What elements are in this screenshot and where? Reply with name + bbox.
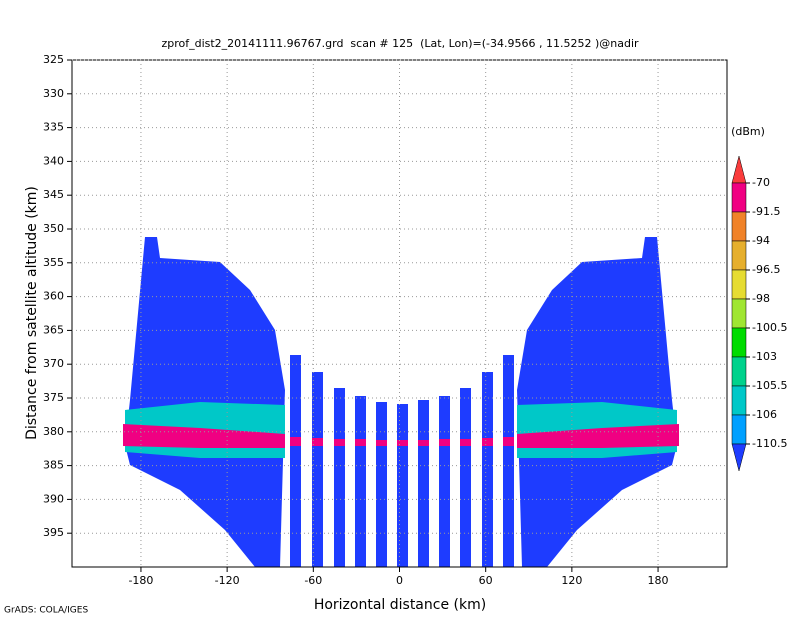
y-tick-label: 330 [43,87,64,100]
x-tick-label: -120 [215,574,240,587]
y-tick-label: 355 [43,256,64,269]
colorbar-tick-label: -98 [752,292,770,305]
x-tick-label: 180 [648,574,669,587]
colorbar-box [731,356,747,387]
colorbar-tick-label: -94 [752,234,770,247]
colorbar-box [731,182,747,213]
colorbar-box [731,414,747,445]
colorbar-box [731,298,747,329]
chart-title: zprof_dist2_20141111.96767.grd scan # 12… [161,37,639,50]
field-band [123,424,285,448]
colorbar-triangle [731,155,747,184]
colorbar-tick-label: -103 [752,350,777,363]
y-axis-label: Distance from satellite altitude (km) [24,186,40,440]
x-axis-label: Horizontal distance (km) [314,597,486,613]
colorbar-label: (dBm) [731,125,765,138]
y-tick-label: 340 [43,154,64,167]
footer: GrADS: COLA/IGES [4,606,88,616]
x-tick-label: -60 [304,574,322,587]
x-tick-label: -180 [128,574,153,587]
y-tick-label: 360 [43,290,64,303]
colorbar-tick-label: -105.5 [752,379,787,392]
colorbar-tick-label: -70 [752,176,770,189]
colorbar-tick-label: -106 [752,408,777,421]
y-tick-label: 395 [43,526,64,539]
y-tick-label: 350 [43,222,64,235]
y-tick-label: 380 [43,425,64,438]
colorbar-tick-label: -96.5 [752,263,780,276]
field-region [517,237,677,567]
y-tick-label: 345 [43,188,64,201]
x-tick-label: 0 [396,574,403,587]
y-tick-label: 390 [43,492,64,505]
colorbar-box [731,269,747,300]
field-stripes [290,355,514,567]
field-band [517,424,679,448]
colorbar-tick-label: -100.5 [752,321,787,334]
colorbar-box [731,385,747,416]
y-tick-label: 385 [43,459,64,472]
field-region [125,237,285,567]
colorbar-tick-label: -91.5 [752,205,780,218]
field [123,237,679,567]
field-band-stripes [290,437,514,446]
y-tick-label: 375 [43,391,64,404]
colorbar-box [731,327,747,358]
y-tick-label: 325 [43,53,64,66]
y-tick-label: 335 [43,121,64,134]
colorbar-triangle [731,443,747,472]
colorbar-box [731,240,747,271]
colorbar-box [731,211,747,242]
y-tick-label: 370 [43,357,64,370]
colorbar-tick-label: -110.5 [752,437,787,450]
x-tick-label: 120 [561,574,582,587]
y-tick-label: 365 [43,323,64,336]
x-tick-label: 60 [479,574,493,587]
